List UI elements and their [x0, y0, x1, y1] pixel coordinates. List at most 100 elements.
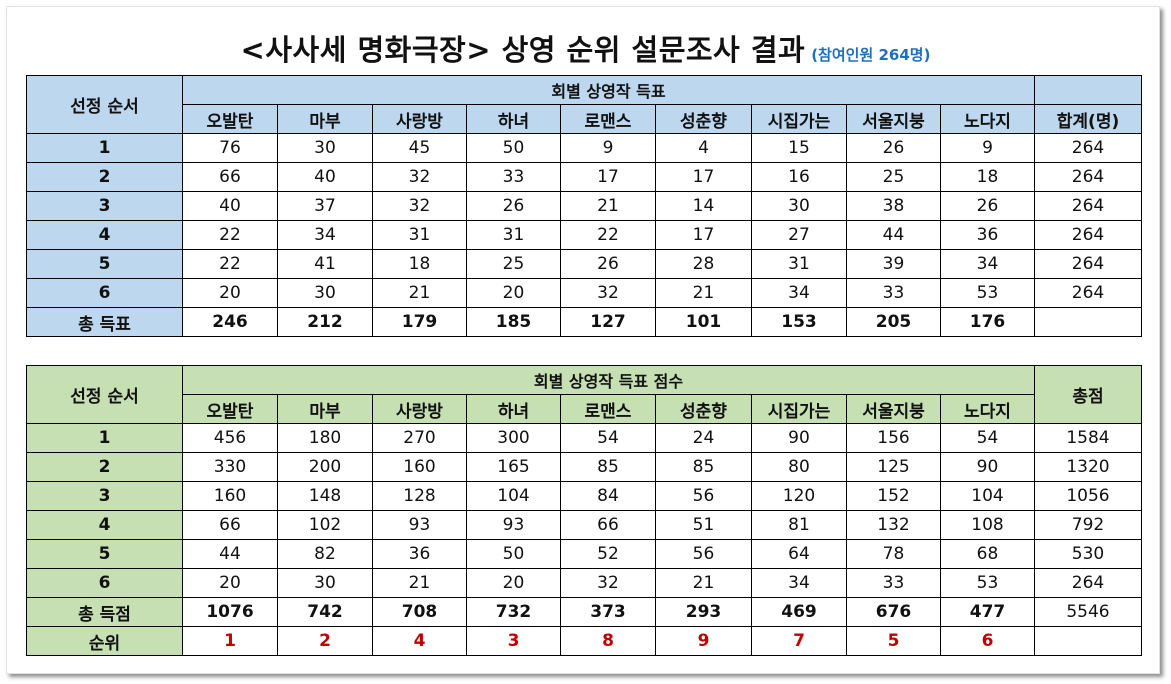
score-table: 선정 순서 회별 상영작 득표 점수 총점 오발탄 마부 사랑방 하녀 로맨스 성춘향 시집가는 서…: [26, 365, 1142, 656]
movie-header-row: 오발탄 마부 사랑방 하녀 로맨스 성춘향 시집가는 서울지붕 노다지: [27, 394, 1142, 424]
value-cell: 102: [277, 510, 373, 540]
grand-total-cell: 5546: [1034, 597, 1142, 627]
value-cell: 80: [751, 452, 847, 482]
rank-cell: 9: [655, 626, 752, 656]
votes-table: 선정 순서 회별 상영작 득표 오발탄 마부 사랑방 하녀 로맨스 성춘향 시집가는 서울지붕 노다…: [26, 75, 1142, 337]
value-cell: 120: [751, 481, 847, 511]
sum-cell: 127: [560, 307, 656, 337]
value-cell: 93: [466, 510, 561, 540]
movie-header: 시집가는: [751, 104, 847, 134]
value-cell: 104: [940, 481, 1035, 511]
corner-header: 선정 순서: [26, 365, 183, 424]
value-cell: 90: [940, 452, 1035, 482]
value-cell: 39: [846, 249, 941, 279]
value-cell: 82: [277, 539, 373, 569]
table-row: 5 22 41 18 25 26 28 31 39 34 264: [26, 249, 1142, 279]
movie-header: 하녀: [466, 104, 561, 134]
value-cell: 104: [466, 481, 561, 511]
sum-cell: 101: [655, 307, 752, 337]
value-cell: 17: [560, 162, 656, 192]
value-cell: 32: [560, 278, 656, 308]
row-total-cell: 264: [1034, 133, 1142, 163]
sum-label: 총 득표: [26, 307, 183, 337]
row-total-cell: 1320: [1034, 452, 1142, 482]
order-label: 2: [26, 452, 183, 482]
order-label: 4: [26, 510, 183, 540]
total-header-blank: [1034, 75, 1142, 105]
table-row: 2 330 200 160 165 85 85 80 125 90 1320: [26, 452, 1142, 482]
value-cell: 53: [940, 568, 1035, 598]
sum-cell: 205: [846, 307, 941, 337]
table-row: 3 40 37 32 26 21 14 30 38 26 264: [26, 191, 1142, 221]
movie-header: 서울지붕: [846, 394, 941, 424]
value-cell: 90: [751, 423, 847, 453]
value-cell: 34: [940, 249, 1035, 279]
value-cell: 16: [751, 162, 847, 192]
row-total-cell: 264: [1034, 249, 1142, 279]
value-cell: 17: [655, 220, 752, 250]
value-cell: 20: [466, 278, 561, 308]
value-cell: 51: [655, 510, 752, 540]
value-cell: 85: [560, 452, 656, 482]
order-label: 5: [26, 539, 183, 569]
value-cell: 66: [182, 162, 278, 192]
sum-cell: 246: [182, 307, 278, 337]
value-cell: 160: [182, 481, 278, 511]
value-cell: 52: [560, 539, 656, 569]
movie-header-row: 오발탄 마부 사랑방 하녀 로맨스 성춘향 시집가는 서울지붕 노다지 합계(명): [27, 104, 1142, 134]
order-label: 4: [26, 220, 183, 250]
sum-cell: 708: [372, 597, 467, 627]
sum-cell: 732: [466, 597, 561, 627]
total-header: 총점: [1034, 365, 1142, 424]
rank-cell: 3: [466, 626, 561, 656]
movie-header: 오발탄: [182, 394, 278, 424]
value-cell: 81: [751, 510, 847, 540]
row-total-cell: 530: [1034, 539, 1142, 569]
value-cell: 30: [277, 133, 373, 163]
value-cell: 30: [277, 568, 373, 598]
row-total-cell: 264: [1034, 278, 1142, 308]
value-cell: 18: [940, 162, 1035, 192]
value-cell: 200: [277, 452, 373, 482]
sum-cell: 293: [655, 597, 752, 627]
value-cell: 34: [751, 278, 847, 308]
value-cell: 56: [655, 539, 752, 569]
value-cell: 56: [655, 481, 752, 511]
movie-header: 노다지: [940, 104, 1035, 134]
value-cell: 156: [846, 423, 941, 453]
sum-row: 총 득표 246 212 179 185 127 101 153 205 176: [26, 307, 1142, 337]
value-cell: 38: [846, 191, 941, 221]
row-total-cell: 264: [1034, 568, 1142, 598]
sum-cell: 373: [560, 597, 656, 627]
rank-row: 순위 1 2 4 3 8 9 7 5 6: [26, 626, 1142, 656]
value-cell: 22: [182, 249, 278, 279]
value-cell: 20: [466, 568, 561, 598]
value-cell: 27: [751, 220, 847, 250]
value-cell: 53: [940, 278, 1035, 308]
value-cell: 132: [846, 510, 941, 540]
value-cell: 30: [751, 191, 847, 221]
movie-header: 시집가는: [751, 394, 847, 424]
value-cell: 31: [466, 220, 561, 250]
value-cell: 152: [846, 481, 941, 511]
sum-cell: 676: [846, 597, 941, 627]
value-cell: 180: [277, 423, 373, 453]
value-cell: 26: [560, 249, 656, 279]
corner-header: 선정 순서: [26, 75, 183, 134]
value-cell: 64: [751, 539, 847, 569]
grand-total-cell: [1034, 307, 1142, 337]
value-cell: 34: [277, 220, 373, 250]
value-cell: 40: [277, 162, 373, 192]
value-cell: 21: [655, 278, 752, 308]
value-cell: 20: [182, 568, 278, 598]
value-cell: 76: [182, 133, 278, 163]
value-cell: 50: [466, 133, 561, 163]
value-cell: 21: [372, 568, 467, 598]
value-cell: 24: [655, 423, 752, 453]
row-total-cell: 1056: [1034, 481, 1142, 511]
value-cell: 25: [466, 249, 561, 279]
value-cell: 54: [560, 423, 656, 453]
value-cell: 32: [560, 568, 656, 598]
value-cell: 93: [372, 510, 467, 540]
total-header: 합계(명): [1034, 104, 1142, 134]
